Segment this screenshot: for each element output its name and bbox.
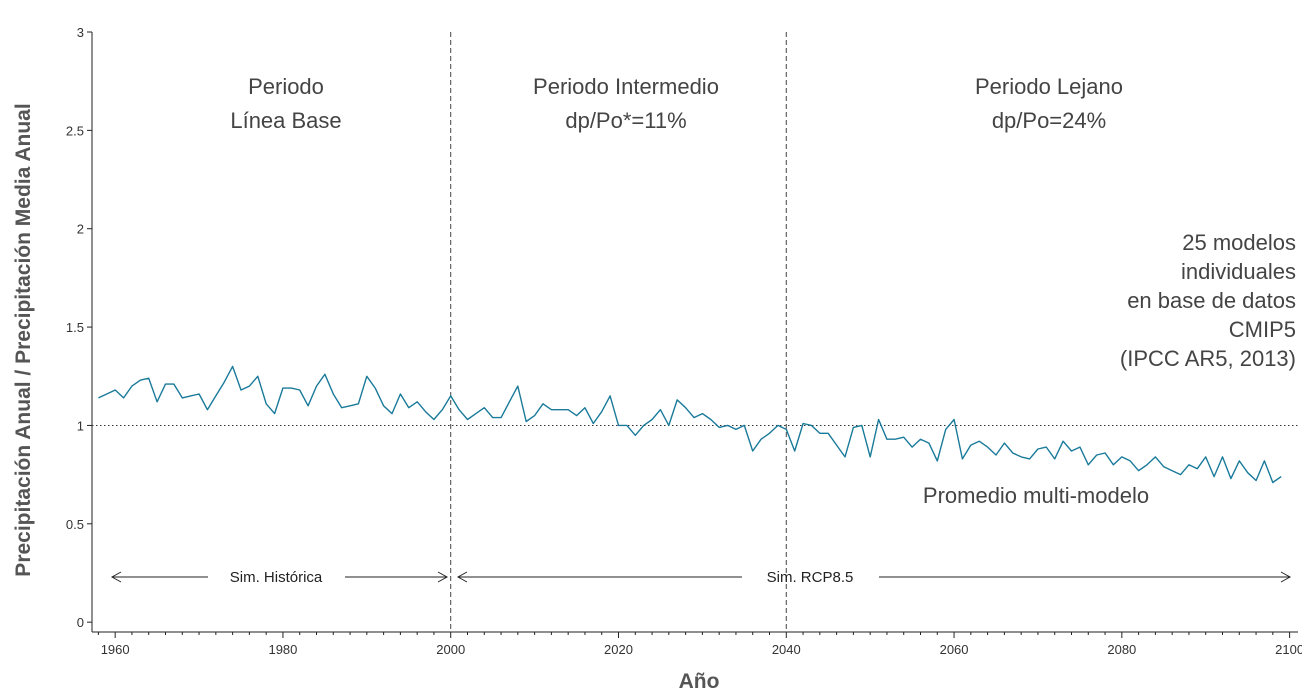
x-tick-label: 1980 [268,642,297,657]
sim-historica-label: Sim. Histórica [230,569,323,586]
series-layer [98,365,1282,484]
y-axis-title: Precipitación Anual / Precipitación Medi… [12,103,35,576]
y-tick-label: 0 [77,615,84,630]
x-tick-label: 2100 [1275,642,1302,657]
x-tick-label: 2060 [940,642,969,657]
sim-historica-arrow [110,571,449,583]
y-tick-label: 1 [77,418,84,433]
series-label: Promedio multi-modelo [923,483,1149,508]
note-line-2: individuales [1181,259,1296,284]
y-tick-label: 2 [77,222,84,237]
reference-lines [92,32,1298,632]
period-3-line1: Periodo Lejano [975,74,1123,99]
x-tick-label: 1960 [101,642,130,657]
y-tick-label: 0.5 [66,517,84,532]
axes: 0 0.5 1 1.5 2 2.5 3 1960 1980 2000 2020 2040 2060 208… [66,25,1302,657]
period-2-line1: Periodo Intermedio [533,74,719,99]
sim-rcp-arrow [456,571,1292,583]
note-line-5: (IPCC AR5, 2013) [1120,346,1296,371]
note-line-4: CMIP5 [1229,317,1296,342]
period-3-line2: dp/Po=24% [992,108,1106,133]
y-tick-label: 2.5 [66,123,84,138]
period-1-line2: Línea Base [230,108,341,133]
period-2-line2: dp/Po*=11% [565,108,686,133]
x-tick-label: 2080 [1107,642,1136,657]
x-tick-label: 2040 [772,642,801,657]
note-line-3: en base de datos [1127,288,1296,313]
series-line-1 [98,365,1282,484]
sim-rcp-label: Sim. RCP8.5 [767,569,854,586]
note-line-1: 25 modelos [1182,230,1296,255]
y-tick-label: 3 [77,25,84,40]
y-tick-label: 1.5 [66,320,84,335]
period-1-line1: Periodo [248,74,324,99]
x-tick-label: 2020 [604,642,633,657]
x-axis-title: Año [679,670,720,693]
x-tick-label: 2000 [436,642,465,657]
